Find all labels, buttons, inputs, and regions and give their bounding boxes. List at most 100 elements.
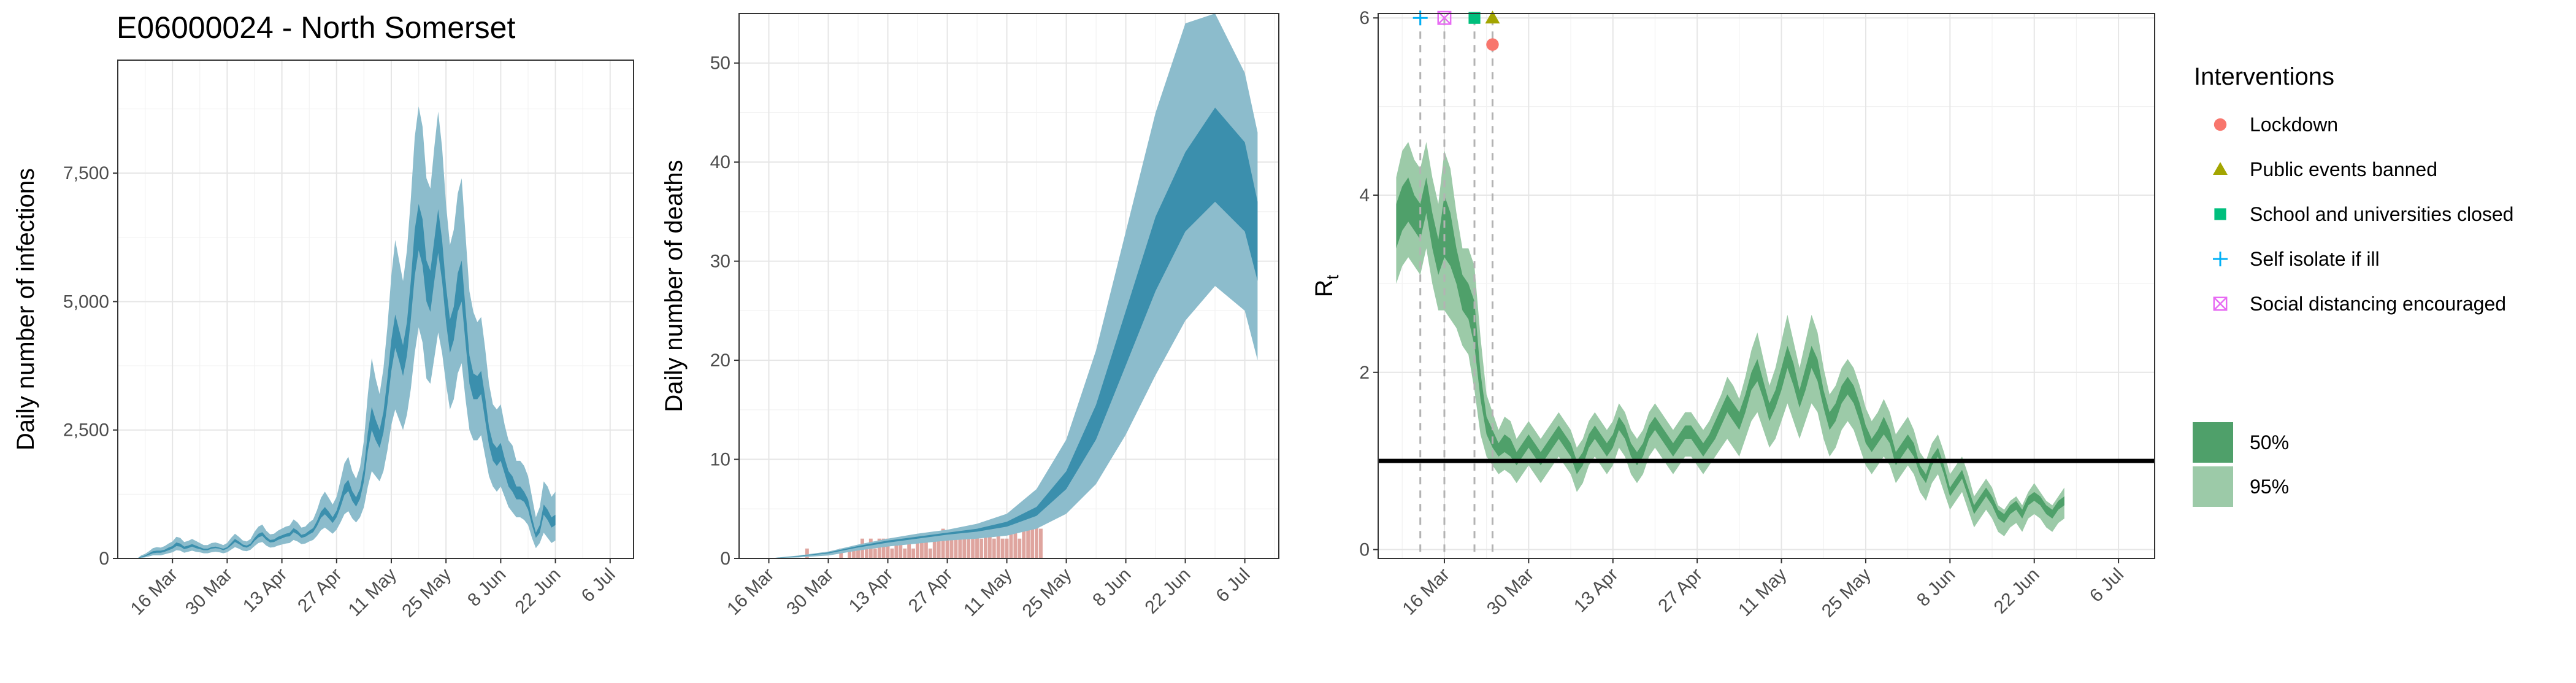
y-axis-label: Rt <box>1311 274 1342 297</box>
public-events-marker <box>2213 162 2228 175</box>
y-tick-label: 5,000 <box>63 291 109 312</box>
x-tick-label: 30 Mar <box>783 565 837 619</box>
y-tick-label: 20 <box>710 350 730 371</box>
chart-legend: Interventions Lockdown Public events banne… <box>2193 63 2513 507</box>
death-bar <box>852 548 856 558</box>
band-50 <box>1396 177 2064 523</box>
band-95 <box>118 106 556 559</box>
death-bar <box>907 538 911 558</box>
x-tick-label: 8 Jun <box>464 565 510 611</box>
death-bar <box>996 528 1000 558</box>
death-bar <box>1030 528 1035 558</box>
death-bar <box>1018 538 1022 558</box>
y-tick-label: 6 <box>1359 8 1370 28</box>
death-bar <box>945 538 949 558</box>
y-tick-label: 0 <box>720 549 730 569</box>
y-tick-label: 50 <box>710 53 730 74</box>
y-tick-label: 30 <box>710 252 730 272</box>
lockdown-marker <box>2214 118 2227 131</box>
x-tick-label: 25 May <box>398 565 455 622</box>
death-bar <box>877 538 881 558</box>
lockdown-marker <box>1486 38 1499 51</box>
x-tick-label: 27 Apr <box>294 565 346 617</box>
death-bar <box>1000 538 1005 558</box>
x-tick-label: 30 Mar <box>182 565 236 619</box>
death-bar <box>1009 528 1013 558</box>
death-bar <box>911 548 916 558</box>
death-bar <box>1013 528 1018 558</box>
death-bar <box>1022 528 1026 558</box>
x-tick-label: 6 Jul <box>578 565 619 606</box>
legend-label: 50% <box>2250 431 2289 453</box>
death-bar <box>890 548 894 558</box>
y-tick-label: 40 <box>710 152 730 172</box>
death-bar <box>924 538 928 558</box>
death-bar <box>1039 528 1043 558</box>
y-axis-label-subscript: t <box>1323 274 1342 279</box>
y-tick-label: 4 <box>1359 185 1370 206</box>
death-bar <box>992 538 996 558</box>
death-bar <box>971 538 975 558</box>
death-bar <box>983 528 987 558</box>
death-bar <box>848 548 852 558</box>
school-closed-marker <box>2214 208 2226 220</box>
x-tick-label: 22 Jun <box>1141 565 1194 618</box>
legend-label: Public events banned <box>2250 158 2437 180</box>
death-bar <box>894 538 899 558</box>
y-tick-label: 0 <box>99 549 109 569</box>
legend-label: 95% <box>2250 476 2289 498</box>
death-bar <box>979 538 983 558</box>
x-tick-label: 16 Mar <box>1399 565 1454 619</box>
death-bar <box>932 538 937 558</box>
x-tick-label: 6 Jul <box>1212 565 1254 606</box>
y-tick-label: 0 <box>1359 540 1370 560</box>
plot-border <box>738 13 1279 559</box>
x-tick-label: 16 Mar <box>127 565 182 619</box>
x-tick-label: 8 Jun <box>1913 565 1959 611</box>
rt-chart: 0 2 4 6 16 Mar 30 Mar 13 Apr 27 Apr 11 May 25 May… <box>1311 8 2155 622</box>
infections-chart: 0 2,500 5,000 7,500 16 Mar 30 Mar 13 Apr 27 Apr… <box>12 60 634 622</box>
x-tick-label: 25 May <box>1019 565 1076 622</box>
band-50 <box>118 204 556 558</box>
x-tick-label: 11 May <box>345 565 401 620</box>
self-isolate-marker <box>2213 252 2228 266</box>
school-closed-marker <box>1468 12 1481 24</box>
death-bar <box>864 548 868 558</box>
death-bar <box>928 548 932 558</box>
death-bar <box>903 548 907 558</box>
grid <box>118 60 634 559</box>
death-bar <box>975 528 979 558</box>
x-tick-label: 25 May <box>1818 565 1875 622</box>
grid <box>1378 14 2155 558</box>
x-tick-label: 27 Apr <box>1654 565 1706 617</box>
death-bar <box>1035 519 1038 558</box>
death-bar <box>920 538 924 558</box>
legend-label: Social distancing encouraged <box>2250 293 2506 315</box>
death-bar <box>962 528 967 558</box>
x-tick-label: 22 Jun <box>511 565 564 618</box>
x-tick-label: 13 Apr <box>1570 565 1622 617</box>
x-tick-label: 11 May <box>960 565 1016 620</box>
x-tick-label: 6 Jul <box>2086 565 2128 606</box>
plot-border <box>117 60 634 559</box>
legend-label: School and universities closed <box>2250 203 2513 225</box>
x-tick-label: 13 Apr <box>845 565 897 617</box>
x-tick-label: 22 Jun <box>1990 565 2044 618</box>
death-bar <box>954 538 958 558</box>
death-bar <box>886 538 890 558</box>
legend-label: Lockdown <box>2250 114 2338 136</box>
x-tick-label: 16 Mar <box>723 565 778 619</box>
death-bar <box>916 538 919 558</box>
reported-deaths-bars <box>805 519 1043 558</box>
figure-title: E06000024 - North Somerset <box>117 10 515 45</box>
death-bar <box>1026 528 1030 558</box>
interventions <box>1413 10 1500 558</box>
deaths-chart: 0 10 20 30 40 50 16 Mar 30 Mar 13 Apr 27 Apr 11 Ma… <box>661 13 1279 622</box>
plot-border <box>1378 13 2155 559</box>
self-isolate-marker <box>1413 10 1428 26</box>
y-axis-label: Daily number of infections <box>12 168 39 450</box>
x-tick-label: 11 May <box>1735 565 1790 620</box>
x-tick-label: 30 Mar <box>1483 565 1538 619</box>
y-axis-label: Daily number of deaths <box>661 160 688 412</box>
legend-label: Self isolate if ill <box>2250 248 2380 270</box>
